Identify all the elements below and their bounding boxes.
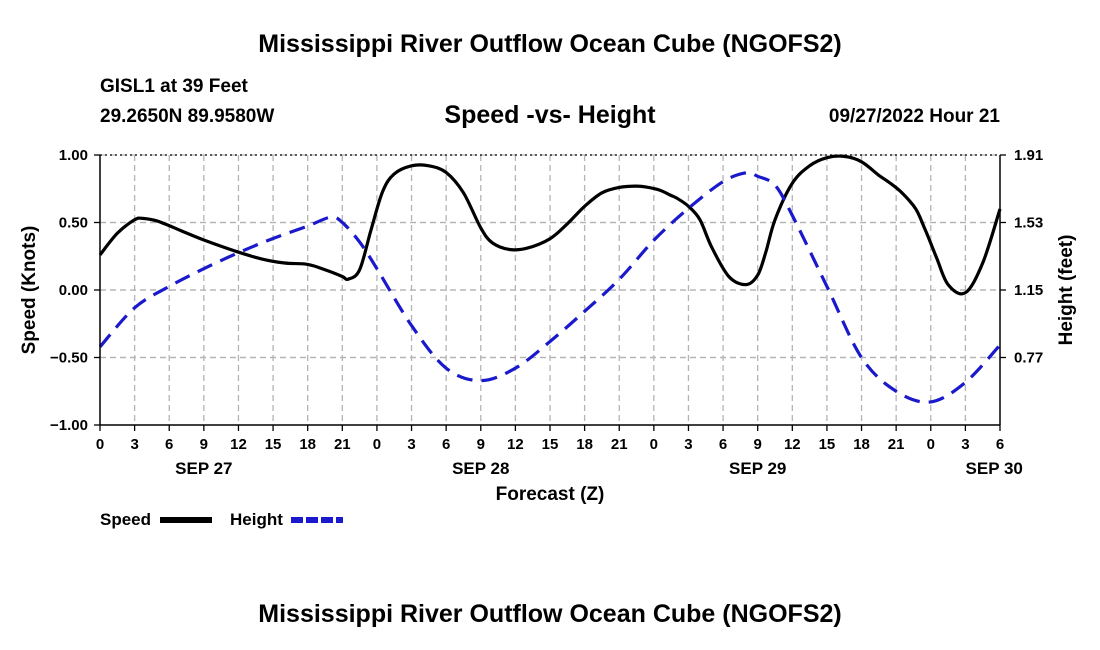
- legend-label-height: Height: [230, 510, 283, 529]
- x-tick-label: 6: [996, 436, 1004, 453]
- station-label: GISL1 at 39 Feet: [100, 76, 248, 97]
- station-coordinates: 29.2650N 89.9580W: [100, 106, 275, 127]
- y-tick-label: −1.00: [50, 417, 88, 434]
- y2-tick-label: 1.15: [1014, 282, 1043, 299]
- x-tick-label: 18: [299, 436, 316, 453]
- legend-label-speed: Speed: [100, 510, 151, 529]
- x-tick-label: 21: [334, 436, 351, 453]
- x-tick-label: 15: [542, 436, 559, 453]
- x-date-label: SEP 30: [966, 459, 1023, 478]
- y2-tick-label: 0.77: [1014, 350, 1043, 367]
- height-line: [98, 171, 1002, 404]
- y2-tick-label: 1.53: [1014, 215, 1043, 232]
- x-axis-title: Forecast (Z): [496, 484, 605, 505]
- x-tick-label: 18: [853, 436, 870, 453]
- x-tick-label: 12: [507, 436, 524, 453]
- x-tick-label: 3: [130, 436, 138, 453]
- x-date-label: SEP 29: [729, 459, 786, 478]
- x-tick-label: 0: [373, 436, 381, 453]
- legend: Speed Height: [100, 510, 343, 529]
- x-tick-label: 18: [576, 436, 593, 453]
- x-tick-label: 6: [442, 436, 450, 453]
- y-tick-label: 0.00: [59, 282, 88, 299]
- x-tick-label: 12: [784, 436, 801, 453]
- x-tick-label: 15: [819, 436, 836, 453]
- x-date-label: SEP 27: [175, 459, 232, 478]
- x-tick-label: 3: [684, 436, 692, 453]
- x-tick-label: 0: [96, 436, 104, 453]
- x-tick-label: 9: [200, 436, 208, 453]
- x-date-label: SEP 28: [452, 459, 509, 478]
- y-tick-label: 0.50: [59, 215, 88, 232]
- bottom-title: Mississippi River Outflow Ocean Cube (NG…: [258, 600, 842, 628]
- x-tick-label: 9: [754, 436, 762, 453]
- y2-tick-label: 1.91: [1014, 147, 1043, 164]
- axes: 0 3 6 9 12 15 18 21 0 3 6 9 12 15 18 21 0 3 6 9 12 15 18 21 0 3 6S…: [19, 147, 1077, 505]
- x-tick-label: 3: [961, 436, 969, 453]
- x-tick-label: 15: [265, 436, 282, 453]
- x-tick-label: 0: [927, 436, 935, 453]
- y-tick-label: −0.50: [50, 350, 88, 367]
- y2-axis-title: Height (feet): [1056, 235, 1077, 346]
- y-axis-title: Speed (Knots): [19, 226, 40, 355]
- x-tick-label: 21: [611, 436, 628, 453]
- chart-subtitle: Speed -vs- Height: [444, 101, 656, 129]
- main-title: Mississippi River Outflow Ocean Cube (NG…: [258, 30, 842, 58]
- x-tick-label: 3: [407, 436, 415, 453]
- x-tick-label: 0: [650, 436, 658, 453]
- x-tick-label: 6: [165, 436, 173, 453]
- y-tick-label: 1.00: [59, 147, 88, 164]
- grid-lines: [100, 154, 1000, 425]
- x-tick-label: 9: [477, 436, 485, 453]
- height-series: [98, 171, 1002, 404]
- x-tick-label: 12: [230, 436, 247, 453]
- speed-series: [98, 154, 1002, 296]
- x-tick-label: 6: [719, 436, 727, 453]
- speed-line: [98, 154, 1002, 296]
- forecast-datetime: 09/27/2022 Hour 21: [828, 106, 1000, 127]
- x-tick-label: 21: [888, 436, 905, 453]
